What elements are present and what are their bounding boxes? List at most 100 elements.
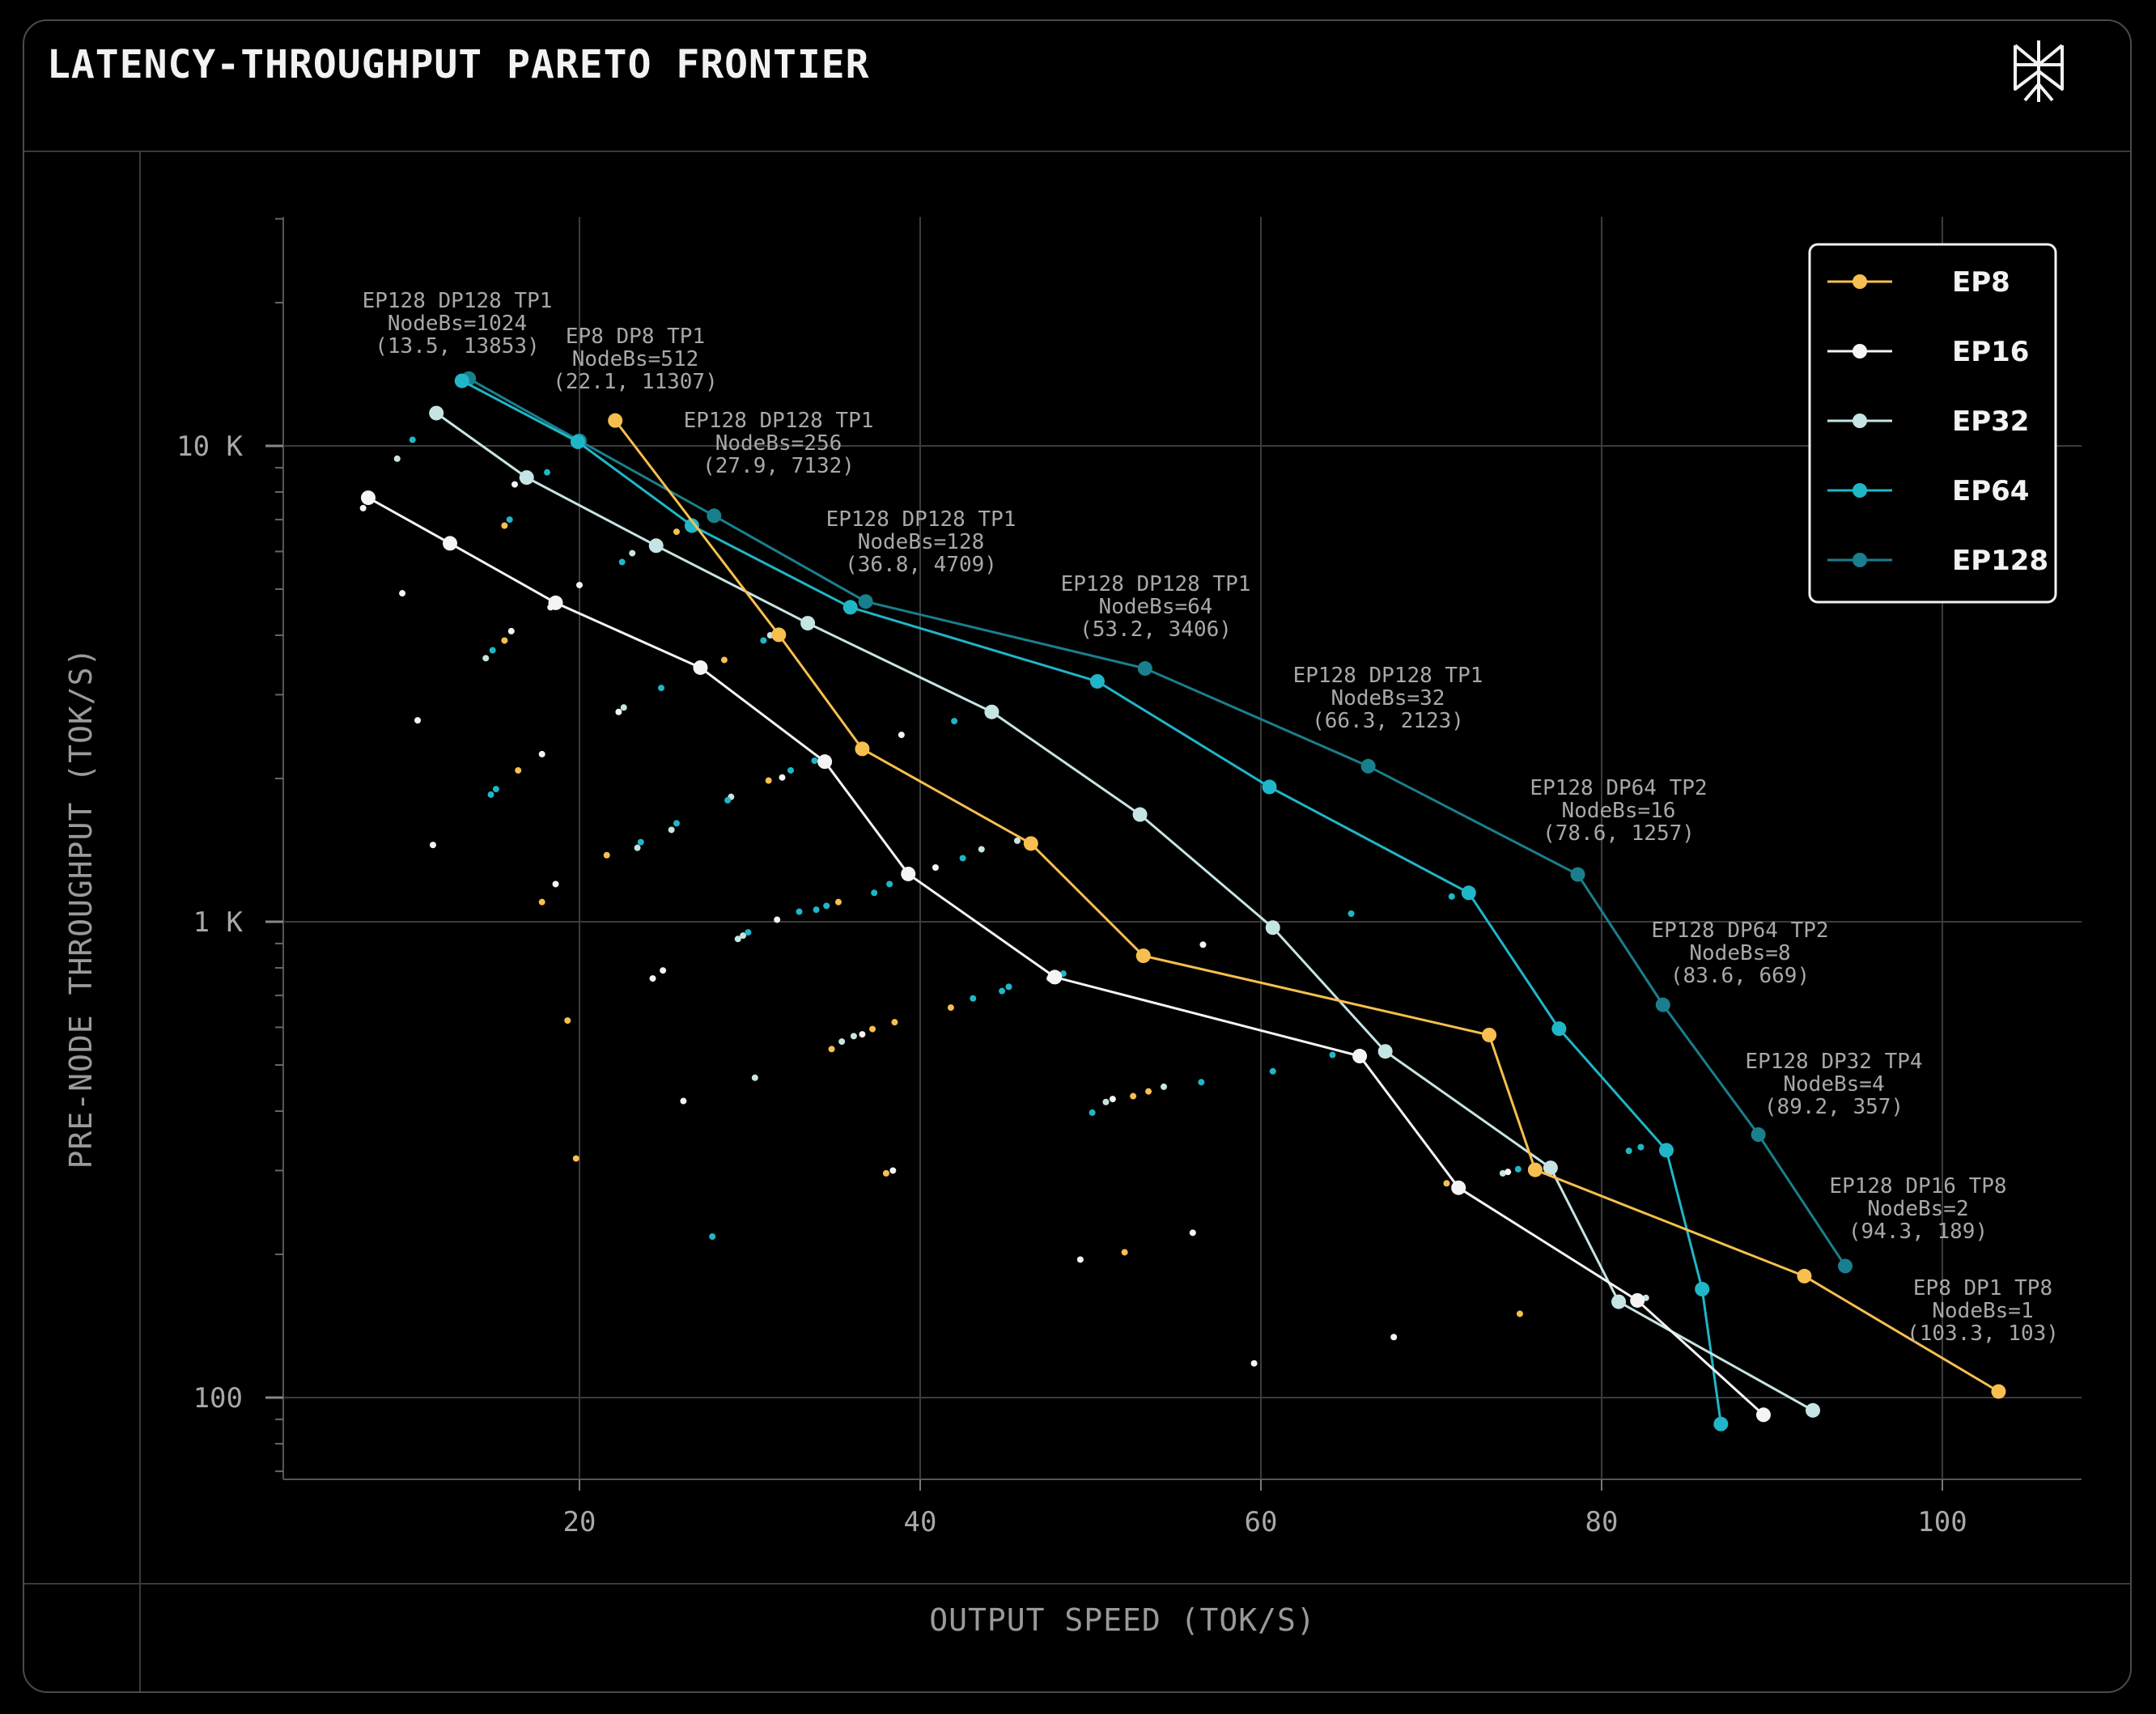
x-tick-label: 60 xyxy=(1245,1506,1278,1538)
background-point xyxy=(1189,1229,1196,1237)
data-point-ep8 xyxy=(1135,948,1151,964)
background-point xyxy=(1005,983,1012,991)
background-point xyxy=(751,1074,758,1081)
background-point xyxy=(538,898,545,906)
data-point-ep32 xyxy=(800,616,816,631)
background-point xyxy=(891,1019,898,1026)
background-point xyxy=(615,708,622,715)
data-point-ep16 xyxy=(1352,1049,1368,1064)
background-point xyxy=(828,1046,835,1053)
data-point-ep32 xyxy=(648,538,664,554)
background-point xyxy=(564,1017,571,1025)
annotation-line: EP128 DP128 TP1 xyxy=(684,409,874,433)
data-point-ep32 xyxy=(429,405,444,421)
annotation-line: NodeBs=128 xyxy=(858,530,985,554)
data-point-ep32 xyxy=(1377,1044,1393,1059)
data-point-ep128 xyxy=(1751,1127,1766,1143)
legend-label: EP16 xyxy=(1952,336,2029,368)
background-point xyxy=(882,1169,889,1177)
annotation-line: EP128 DP128 TP1 xyxy=(826,507,1016,532)
logo-icon xyxy=(2014,40,2064,102)
background-point xyxy=(859,1031,866,1038)
annotation-line: EP128 DP64 TP2 xyxy=(1651,919,1828,943)
background-point xyxy=(850,1033,857,1040)
y-axis-title: PRE-NODE THROUGHPUT (TOK/S) xyxy=(63,647,99,1169)
background-point xyxy=(838,1038,846,1046)
background-point xyxy=(932,864,939,872)
background-point xyxy=(515,766,522,774)
data-point-ep8 xyxy=(1527,1162,1543,1177)
data-point-ep32 xyxy=(519,470,534,486)
background-point xyxy=(779,774,786,781)
background-point xyxy=(1348,910,1355,917)
data-point-ep16 xyxy=(1047,969,1063,985)
background-point xyxy=(734,935,741,943)
annotation-line: NodeBs=16 xyxy=(1562,799,1676,823)
background-point xyxy=(673,820,680,827)
background-point xyxy=(538,750,545,757)
data-point-ep16 xyxy=(1630,1292,1645,1308)
x-tick-label: 20 xyxy=(563,1506,596,1538)
data-point-ep32 xyxy=(1265,920,1280,935)
data-point-ep32 xyxy=(1132,807,1148,822)
background-point xyxy=(823,902,830,910)
annotation-line: (66.3, 2123) xyxy=(1312,709,1464,733)
x-tick-label: 80 xyxy=(1585,1506,1619,1538)
background-point xyxy=(1121,1249,1128,1256)
data-point-ep16 xyxy=(817,754,833,770)
background-point xyxy=(1130,1092,1137,1100)
background-point xyxy=(680,1097,687,1105)
background-point xyxy=(637,838,644,846)
background-point xyxy=(898,732,905,739)
data-point-ep64 xyxy=(1658,1143,1674,1158)
background-point xyxy=(1198,1079,1205,1086)
background-point xyxy=(507,627,515,634)
legend-marker xyxy=(1853,553,1867,567)
data-point-ep16 xyxy=(901,866,916,881)
background-point xyxy=(760,637,767,644)
background-point xyxy=(487,791,494,798)
background-point xyxy=(796,908,803,915)
background-point xyxy=(745,929,752,936)
background-point xyxy=(1329,1051,1336,1059)
annotation-line: EP128 DP128 TP1 xyxy=(363,289,553,313)
background-point xyxy=(1109,1096,1116,1103)
annotation-line: EP128 DP128 TP1 xyxy=(1293,664,1483,688)
data-point-ep16 xyxy=(1755,1407,1771,1423)
background-point xyxy=(1516,1310,1523,1317)
data-point-ep8 xyxy=(1023,836,1038,851)
background-point xyxy=(1448,893,1455,900)
annotation-line: NodeBs=4 xyxy=(1783,1072,1884,1097)
background-point xyxy=(724,796,732,804)
background-point xyxy=(409,436,416,443)
data-point-ep128 xyxy=(707,508,722,524)
axis-divider xyxy=(139,151,141,1691)
annotation-line: (83.6, 669) xyxy=(1670,964,1810,988)
data-point-ep32 xyxy=(1806,1402,1821,1418)
data-point-ep64 xyxy=(842,600,858,615)
series-line-ep32 xyxy=(435,412,1814,1412)
background-point xyxy=(482,655,490,662)
background-point xyxy=(740,932,747,940)
annotation-line: NodeBs=512 xyxy=(572,347,699,371)
background-point xyxy=(511,481,519,488)
background-point xyxy=(618,558,626,566)
annotation-line: NodeBs=1024 xyxy=(388,312,527,336)
background-point xyxy=(765,777,772,784)
data-point-ep8 xyxy=(608,413,623,428)
annotation-line: (94.3, 189) xyxy=(1848,1220,1988,1244)
background-point xyxy=(572,1155,579,1162)
background-point xyxy=(1199,941,1207,948)
background-point xyxy=(489,647,496,654)
data-point-ep16 xyxy=(1451,1180,1466,1195)
legend-label: EP32 xyxy=(1952,405,2029,438)
annotation-line: (36.8, 4709) xyxy=(845,553,997,577)
background-point xyxy=(1499,1169,1506,1177)
legend-marker xyxy=(1853,483,1867,498)
annotation-line: NodeBs=1 xyxy=(1932,1299,2033,1323)
